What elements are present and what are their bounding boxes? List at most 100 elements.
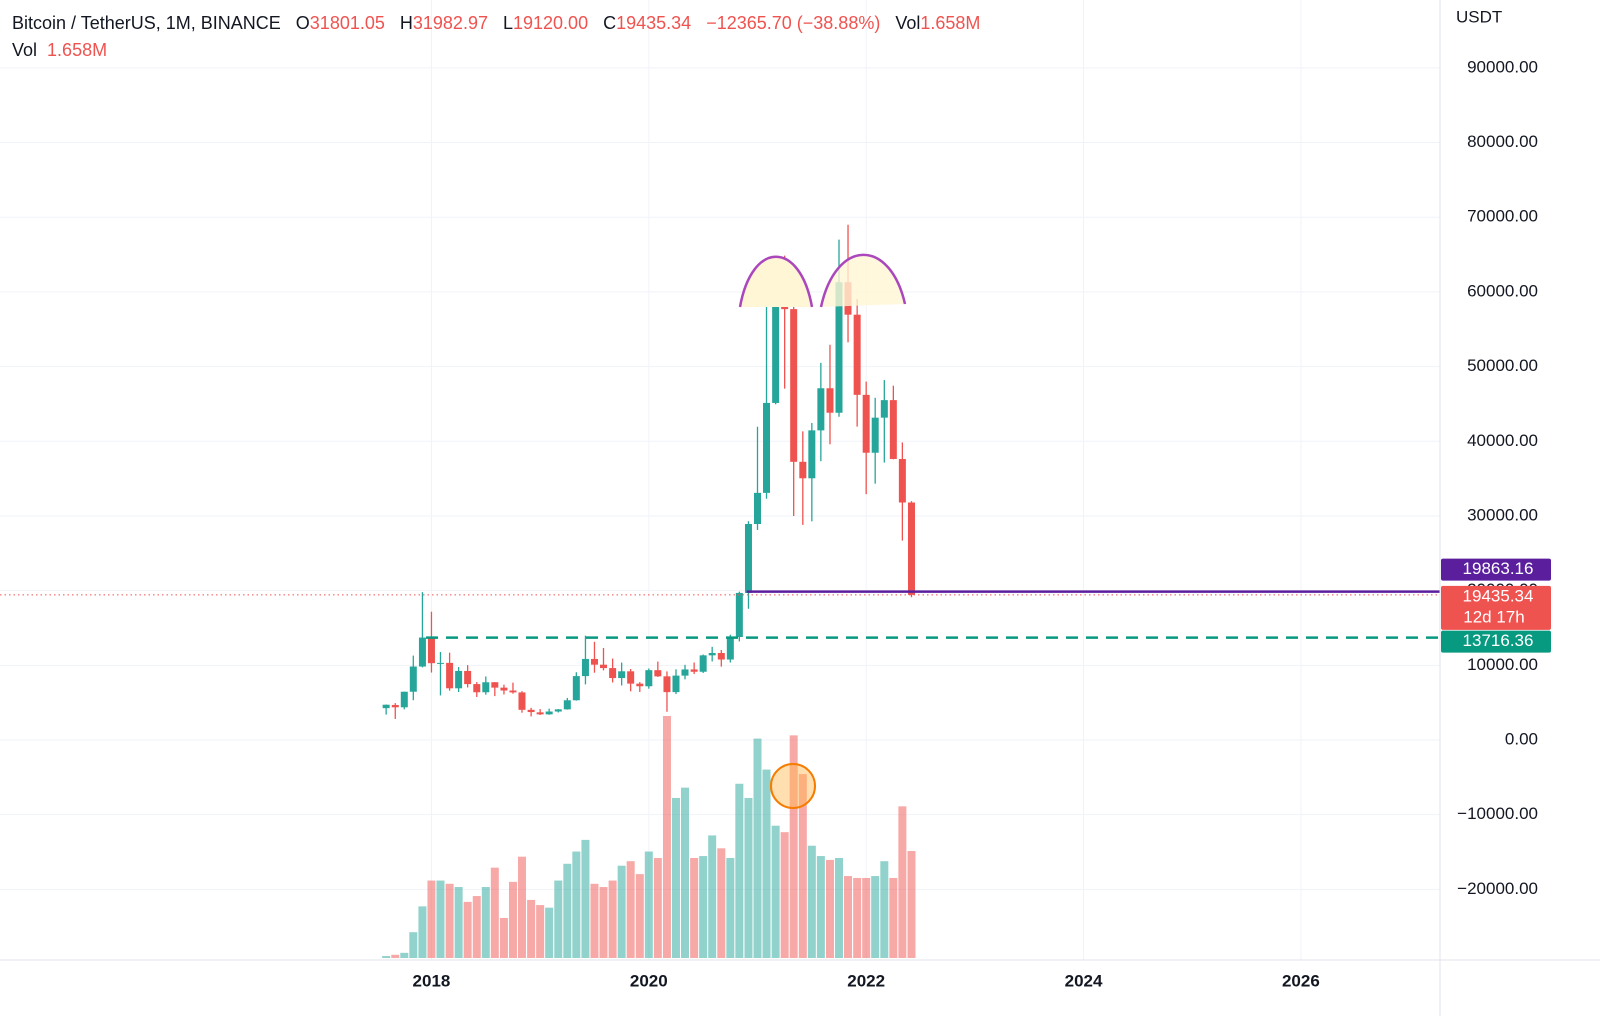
price-label: 19863.16	[1463, 559, 1534, 578]
volume-bar	[717, 848, 726, 958]
candle-body	[627, 671, 635, 684]
candle-body	[455, 670, 463, 689]
volume-bar	[862, 877, 871, 958]
y-tick-label: 10000.00	[1467, 655, 1538, 674]
volume-bar	[789, 735, 798, 958]
volume-bar	[554, 880, 563, 958]
y-tick-label: 90000.00	[1467, 57, 1538, 76]
y-tick-label: −20000.00	[1457, 879, 1538, 898]
candle-body	[500, 687, 508, 691]
candle-body	[482, 682, 490, 693]
x-tick-label: 2024	[1065, 971, 1103, 990]
candle-body	[799, 461, 807, 479]
candle-body	[599, 664, 607, 669]
candles	[382, 224, 915, 719]
candle-body	[672, 675, 680, 693]
volume-bar	[382, 956, 391, 958]
change: −12365.70 (−38.88%)	[706, 13, 881, 33]
vol-value: 1.658M	[920, 13, 981, 33]
ohlc-value: 19435.34	[616, 13, 692, 33]
volume-bar	[744, 797, 753, 958]
price-label-box	[1441, 630, 1551, 653]
volume-bar	[644, 851, 653, 958]
axes: −20000.00−10000.000.0010000.0020000.0030…	[413, 57, 1551, 990]
volume-bar	[798, 774, 807, 958]
candle-body	[853, 314, 861, 395]
candle-body	[400, 691, 408, 708]
candle-body	[880, 400, 888, 418]
candle-body	[572, 676, 580, 701]
vol-label: Vol	[12, 40, 38, 60]
candle-body	[590, 658, 598, 665]
candle-body	[581, 658, 589, 677]
candle-body	[744, 524, 752, 593]
volume-bar	[907, 851, 916, 958]
volume-bar	[599, 887, 608, 958]
volume-bar	[780, 832, 789, 958]
ohlc-value: 31982.97	[412, 13, 488, 33]
volume-bar	[626, 861, 635, 958]
volume-bar	[771, 825, 780, 958]
candle-body	[409, 666, 417, 692]
volume-bar	[590, 883, 599, 958]
y-tick-label: 50000.00	[1467, 356, 1538, 375]
volume-bar	[527, 899, 536, 958]
y-tick-label: 80000.00	[1467, 132, 1538, 151]
candle-body	[536, 712, 544, 715]
x-tick-label: 2020	[630, 971, 668, 990]
volume-legend: Vol 1.658M	[12, 40, 107, 61]
volume-bar	[671, 797, 680, 958]
header: Bitcoin / TetherUS, 1M, BINANCE O31801.0…	[12, 13, 980, 34]
volume-bar	[889, 877, 898, 958]
arc-drawing	[819, 253, 907, 308]
candle-body	[907, 502, 915, 595]
volume-bar	[816, 856, 825, 958]
currency-label: USDT	[1456, 7, 1502, 26]
price-lines	[0, 590, 1440, 639]
candle-body	[817, 388, 825, 431]
volume-bar	[472, 896, 481, 958]
symbol: Bitcoin / TetherUS, 1M, BINANCE	[12, 13, 281, 33]
volume-bar	[508, 881, 517, 958]
ohlc-label: C	[603, 13, 617, 33]
candle-body	[763, 402, 771, 493]
candle-body	[717, 653, 725, 660]
y-tick-label: 60000.00	[1467, 281, 1538, 300]
volume-pane	[382, 716, 916, 958]
volume-bar	[572, 851, 581, 958]
volume-bar	[662, 716, 671, 958]
volume-bar	[490, 867, 499, 958]
candle-body	[708, 653, 716, 656]
candle-body	[436, 662, 444, 664]
candle-body	[898, 458, 906, 503]
y-tick-label: 30000.00	[1467, 505, 1538, 524]
volume-bar	[762, 769, 771, 958]
vol-value: 1.658M	[47, 40, 108, 60]
volume-bar	[898, 806, 907, 958]
candle-body	[446, 662, 454, 689]
x-tick-label: 2022	[847, 971, 885, 990]
volume-bar	[617, 865, 626, 958]
candle-body	[391, 704, 399, 708]
candle-body	[654, 670, 662, 677]
candle-body	[427, 637, 435, 664]
volume-bar	[807, 845, 816, 958]
candle-body	[681, 669, 689, 676]
volume-bar	[517, 856, 526, 958]
candle-body	[889, 400, 897, 459]
y-tick-label: 0.00	[1505, 729, 1538, 748]
volume-bar	[726, 857, 735, 958]
volume-bar	[499, 917, 508, 958]
candle-body	[835, 282, 843, 413]
candle-body	[491, 682, 499, 688]
candle-body	[690, 669, 698, 672]
candle-body	[726, 637, 734, 660]
arc-drawing	[738, 255, 814, 308]
ohlc-label: L	[502, 13, 513, 33]
candle-body	[473, 684, 481, 693]
volume-bar	[835, 857, 844, 958]
volume-bar	[445, 883, 454, 958]
candle-body	[808, 430, 816, 479]
volume-bar	[436, 880, 445, 958]
